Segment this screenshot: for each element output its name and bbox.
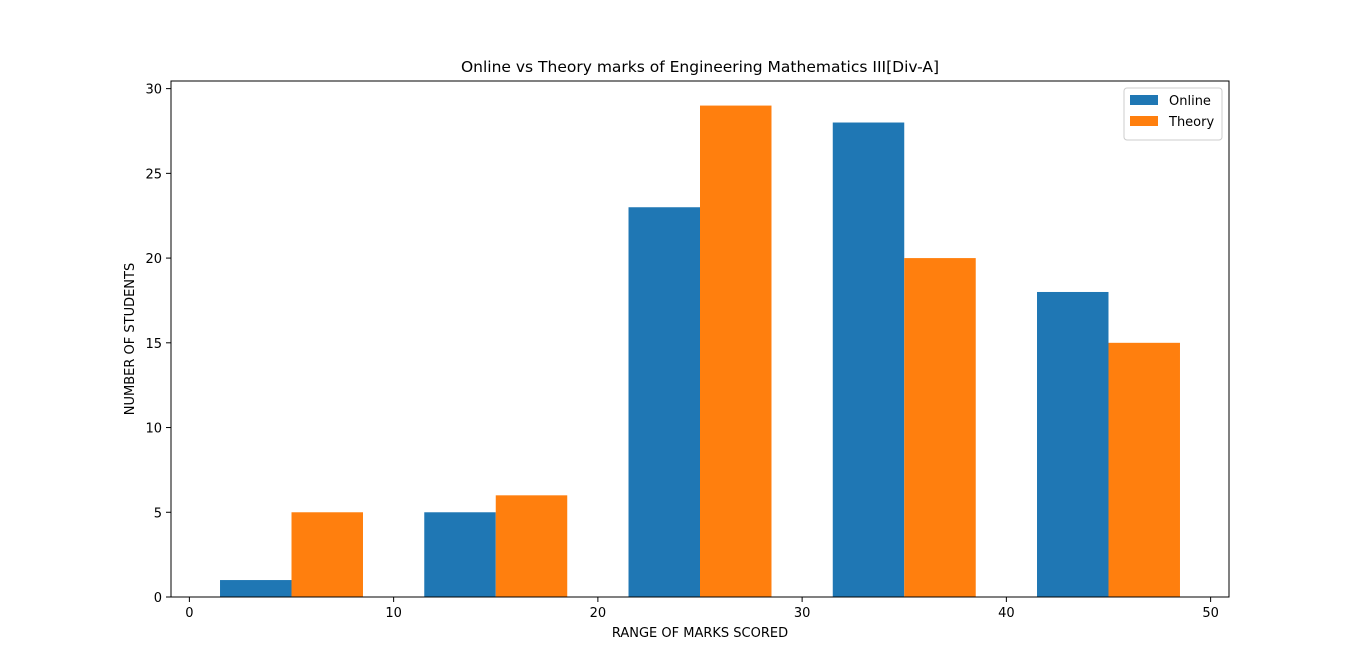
bar-theory-4 [1108, 342, 1180, 597]
bar-online-1 [424, 512, 496, 597]
y-tick-label: 10 [145, 422, 162, 437]
y-tick-label: 5 [154, 506, 162, 521]
bar-theory-1 [495, 495, 568, 597]
bar-online-2 [628, 207, 700, 597]
bar-theory-0 [291, 512, 363, 597]
bar-online-4 [1037, 291, 1109, 597]
x-axis-label: RANGE OF MARKS SCORED [612, 626, 788, 641]
bar-theory-2 [700, 105, 772, 598]
y-tick-label: 30 [145, 83, 162, 98]
y-tick-label: 0 [154, 591, 162, 606]
x-tick-label: 0 [185, 606, 193, 621]
x-axis-ticks: 0 10 20 30 40 50 [185, 597, 1219, 621]
x-tick-label: 40 [998, 606, 1015, 621]
bar-online-3 [832, 122, 905, 597]
legend-label-theory: Theory [1168, 115, 1214, 130]
y-tick-label: 20 [145, 252, 162, 267]
x-tick-label: 10 [385, 606, 402, 621]
y-tick-label: 15 [145, 337, 162, 352]
x-tick-label: 30 [794, 606, 811, 621]
legend-swatch-theory [1130, 116, 1158, 126]
x-tick-label: 20 [590, 606, 607, 621]
plot-area-frame [170, 80, 1230, 598]
legend: Online Theory [1123, 87, 1223, 141]
y-axis-ticks: 0 5 10 15 20 25 30 [145, 83, 171, 606]
y-axis-label: NUMBER OF STUDENTS [123, 263, 138, 415]
legend-swatch-online [1130, 95, 1158, 105]
bars-group [220, 105, 1180, 598]
x-tick-label: 50 [1202, 606, 1219, 621]
bar-online-0 [220, 580, 292, 597]
y-tick-label: 25 [145, 167, 162, 182]
chart-title: Online vs Theory marks of Engineering Ma… [461, 58, 939, 76]
bar-theory-3 [904, 258, 976, 597]
legend-label-online: Online [1169, 94, 1211, 109]
